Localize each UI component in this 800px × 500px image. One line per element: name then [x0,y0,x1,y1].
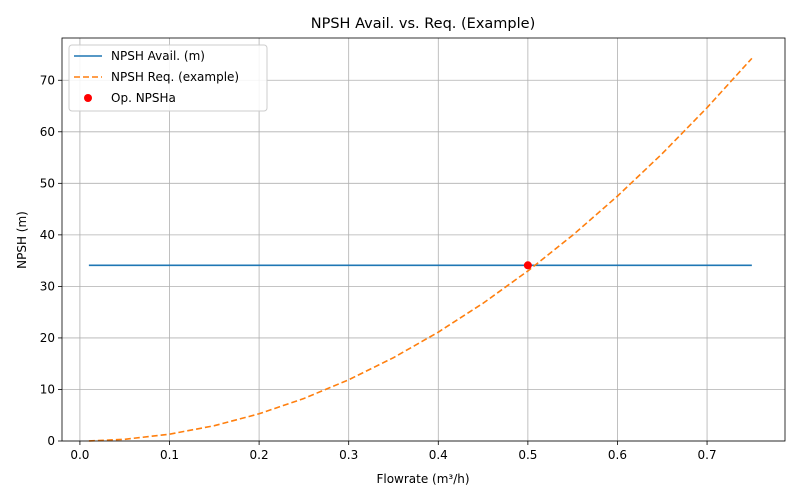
y-axis-label: NPSH (m) [15,211,29,269]
y-tick-label: 60 [40,125,55,139]
legend-entry-npsh-avail: NPSH Avail. (m) [111,49,205,63]
x-tick-label: 0.1 [160,448,179,462]
y-tick-label: 20 [40,331,55,345]
y-tick-label: 40 [40,228,55,242]
x-axis-label: Flowrate (m³/h) [376,472,469,486]
y-tick-label: 30 [40,279,55,293]
y-tick-label: 70 [40,73,55,87]
x-tick-label: 0.2 [250,448,269,462]
x-tick-label: 0.7 [698,448,717,462]
chart-title: NPSH Avail. vs. Req. (Example) [311,16,535,32]
grid-lines [62,38,785,442]
x-tick-label: 0.0 [70,448,89,462]
npsh-req-line [88,57,753,442]
y-tick-label: 50 [40,176,55,190]
x-tick-label: 0.3 [339,448,358,462]
x-tick-label: 0.4 [429,448,448,462]
legend-entry-op-npsha: Op. NPSHa [111,91,176,105]
op-npsha-point [523,261,532,270]
plot-series [88,57,753,442]
y-tick-label: 10 [40,382,55,396]
x-tick-label: 0.6 [608,448,627,462]
y-tick-label: 0 [47,434,55,448]
x-tick-label: 0.5 [518,448,537,462]
legend-marker [84,94,92,102]
plot-area-frame [61,37,786,442]
legend-entry-npsh-req: NPSH Req. (example) [111,70,239,84]
legend: NPSH Avail. (m) NPSH Req. (example) Op. NP… [68,44,268,112]
legend-box [68,44,268,112]
axis-ticks: 0.0 0.1 0.2 0.3 0.4 0.5 0.6 0.7 0 10 20 30 40 50 60 70 [40,73,717,462]
